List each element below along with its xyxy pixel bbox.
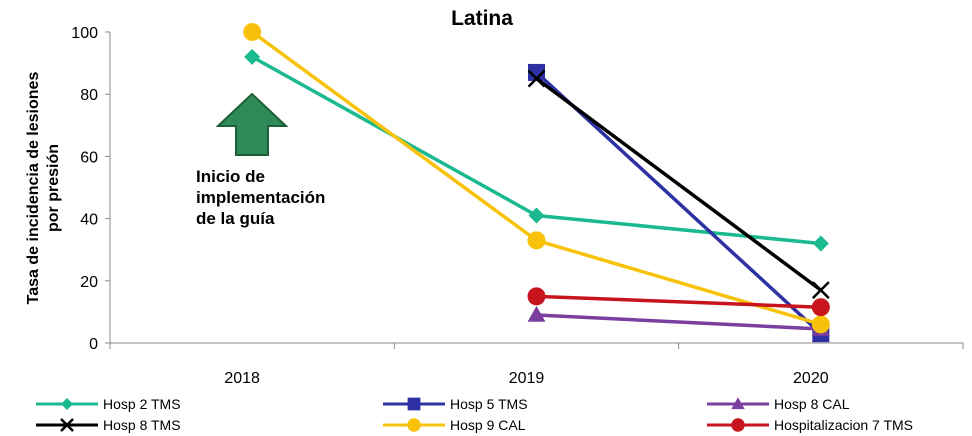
y-axis-label: Tasa de incidencia de lesiones por presió…	[25, 72, 62, 305]
legend-item: Hosp 2 TMS	[36, 396, 181, 412]
x-marker-stroke	[811, 281, 830, 300]
data-point	[244, 48, 261, 65]
y-tick-label: 80	[80, 87, 98, 104]
annotation-text-line: Inicio de	[196, 167, 265, 186]
legend-label: Hosp 9 CAL	[450, 417, 526, 433]
y-tick-label: 20	[80, 274, 98, 291]
series-layer	[243, 23, 830, 343]
x-tick-label: 2020	[793, 370, 829, 387]
legend-marker-icon	[731, 418, 745, 432]
data-point	[527, 306, 546, 322]
y-tick-label: 0	[89, 336, 98, 353]
annotation-text-line: de la guía	[196, 209, 275, 228]
legend-label: Hosp 8 CAL	[774, 396, 850, 412]
legend: Hosp 2 TMS Hosp 5 TMS Hosp 8 CAL Hosp 8 TMS…	[36, 396, 913, 433]
legend-item: Hosp 5 TMS	[383, 396, 528, 412]
legend-marker-icon	[60, 418, 74, 432]
legend-item: Hosp 8 CAL	[707, 396, 850, 412]
legend-item: Hosp 8 TMS	[36, 417, 181, 433]
series-line	[536, 313, 821, 331]
legend-marker-icon	[61, 398, 73, 410]
y-axis-label-line: Tasa de incidencia de lesiones	[25, 72, 42, 305]
up-arrow-icon	[215, 92, 289, 156]
x-tick-label: 2019	[509, 370, 545, 387]
legend-item: Hosp 9 CAL	[383, 417, 526, 433]
data-point	[812, 235, 829, 252]
series-hosp-9-cal	[243, 23, 830, 334]
legend-item: Hospitalizacion 7 TMS	[707, 417, 913, 433]
data-point	[527, 287, 546, 306]
data-point	[527, 231, 546, 250]
series-hosp-8-cal	[527, 306, 830, 336]
data-point	[243, 23, 262, 41]
x-tick-label: 2018	[224, 370, 260, 387]
y-tick-label: 40	[80, 212, 98, 229]
axes: 0 20 40 60 80 100 2018 2019 2020	[71, 25, 964, 387]
annotation-text-line: implementación	[196, 188, 325, 207]
annotation: Inicio de implementación de la guía	[196, 92, 325, 228]
legend-marker-icon	[407, 418, 421, 432]
y-tick-label: 60	[80, 149, 98, 166]
legend-marker-icon	[407, 397, 421, 411]
x-marker-stroke	[527, 69, 546, 88]
data-point	[811, 315, 830, 334]
legend-label: Hosp 8 TMS	[103, 417, 181, 433]
data-point	[528, 63, 545, 81]
series-line	[536, 294, 821, 309]
data-point	[528, 207, 545, 224]
legend-label: Hospitalizacion 7 TMS	[774, 417, 913, 433]
x-marker-stroke	[60, 418, 74, 432]
data-point	[811, 281, 830, 300]
chart-title: Latina	[451, 7, 513, 30]
data-point	[811, 298, 830, 317]
legend-marker-icon	[731, 397, 745, 410]
legend-label: Hosp 5 TMS	[450, 396, 528, 412]
series-line	[535, 77, 822, 292]
series-hospitalizacion-7-tms	[527, 287, 830, 317]
data-point	[527, 69, 546, 88]
y-axis-label-line: por presión	[45, 144, 62, 232]
series-hosp-8-tms	[527, 69, 830, 300]
y-tick-label: 100	[71, 25, 98, 42]
series-hosp-2-tms	[244, 48, 829, 252]
legend-label: Hosp 2 TMS	[103, 396, 181, 412]
